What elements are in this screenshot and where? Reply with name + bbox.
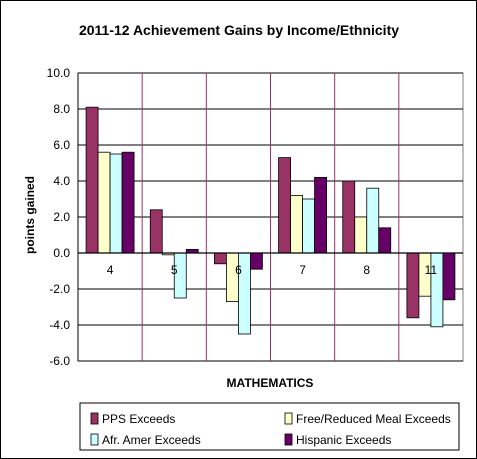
bar — [342, 180, 356, 254]
y-tick-label: 8.0 — [53, 102, 70, 116]
bar — [406, 252, 420, 319]
y-tick-label: -6.0 — [49, 354, 70, 368]
bar — [149, 209, 163, 254]
bar — [214, 252, 227, 265]
legend-swatch — [284, 412, 293, 425]
bar — [314, 176, 327, 254]
bar — [121, 151, 135, 254]
legend-swatch — [90, 433, 99, 446]
plot-area: 10.0 8.0 6.0 4.0 2.0 0.0 -2.0 -4.0 -6.0 4 5 6 7 8 11 — [47, 66, 464, 368]
x-tick-label: 6 — [235, 263, 242, 277]
bar — [366, 187, 380, 254]
chart-title: 2011-12 Achievement Gains by Income/Ethn… — [79, 22, 399, 38]
legend-swatch — [90, 412, 99, 425]
bar — [378, 227, 392, 254]
x-axis-title: MATHEMATICS — [227, 376, 314, 390]
legend: PPS Exceeds Free/Reduced Meal Exceeds Afr.… — [79, 402, 460, 451]
x-tick-label: 5 — [171, 263, 178, 277]
bar — [250, 252, 263, 270]
bar — [354, 216, 368, 254]
y-tick-label: 4.0 — [53, 174, 70, 188]
bar — [302, 198, 315, 254]
legend-box — [79, 402, 460, 451]
y-tick-label: -2.0 — [49, 282, 70, 296]
bar — [278, 157, 291, 254]
bar — [97, 151, 111, 254]
x-tick-label: 7 — [299, 263, 306, 277]
bar — [442, 252, 456, 301]
legend-label: Free/Reduced Meal Exceeds — [296, 412, 451, 426]
y-tick-label: -4.0 — [49, 318, 70, 332]
bar — [290, 194, 303, 254]
legend-swatch — [284, 433, 293, 446]
x-tick-label: 8 — [363, 263, 370, 277]
bar — [109, 153, 123, 254]
x-tick-label: 4 — [107, 263, 114, 277]
legend-label: PPS Exceeds — [102, 412, 175, 426]
y-tick-label: 2.0 — [53, 210, 70, 224]
bar — [85, 106, 99, 254]
legend-label: Afr. Amer Exceeds — [102, 433, 201, 447]
y-tick-label: 6.0 — [53, 138, 70, 152]
bar — [226, 252, 239, 302]
legend-label: Hispanic Exceeds — [296, 433, 391, 447]
y-tick-label: 0.0 — [53, 246, 70, 260]
x-tick-label: 11 — [425, 263, 438, 277]
y-axis-title: points gained — [23, 176, 37, 254]
y-tick-label: 10.0 — [47, 66, 71, 80]
